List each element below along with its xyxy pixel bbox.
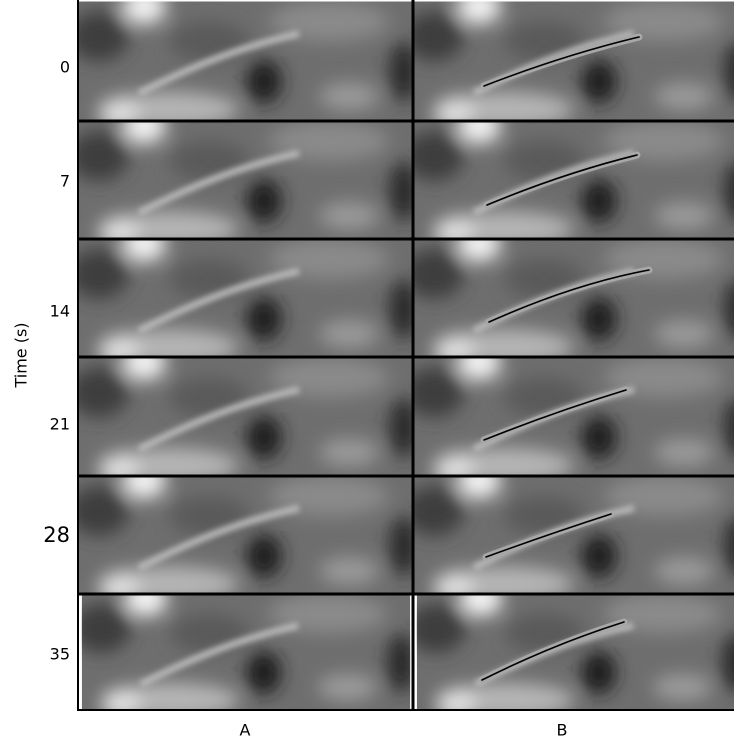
column-label: A — [240, 721, 251, 740]
micrograph — [404, 463, 734, 603]
micrograph — [404, 345, 734, 485]
axis-label: Time (s) — [12, 322, 31, 388]
micrograph — [404, 0, 734, 129]
micrograph — [69, 463, 419, 603]
row-label: 21 — [50, 415, 70, 434]
micrograph — [69, 345, 419, 485]
micrograph — [407, 581, 734, 719]
trace — [486, 154, 638, 206]
column-label: B — [557, 721, 568, 740]
row-label: 35 — [50, 645, 70, 664]
micrograph — [69, 0, 419, 129]
row-label: 0 — [60, 58, 70, 77]
trace — [481, 621, 625, 681]
trace — [488, 269, 650, 323]
micrograph — [69, 226, 419, 366]
micrograph — [72, 581, 416, 719]
trace — [483, 36, 640, 87]
trace — [483, 389, 627, 441]
row-label: 14 — [50, 302, 70, 321]
micrograph — [404, 226, 734, 366]
row-label: 7 — [60, 172, 70, 191]
row-label: 28 — [43, 523, 70, 547]
trace — [485, 513, 612, 558]
micrograph — [69, 108, 419, 248]
